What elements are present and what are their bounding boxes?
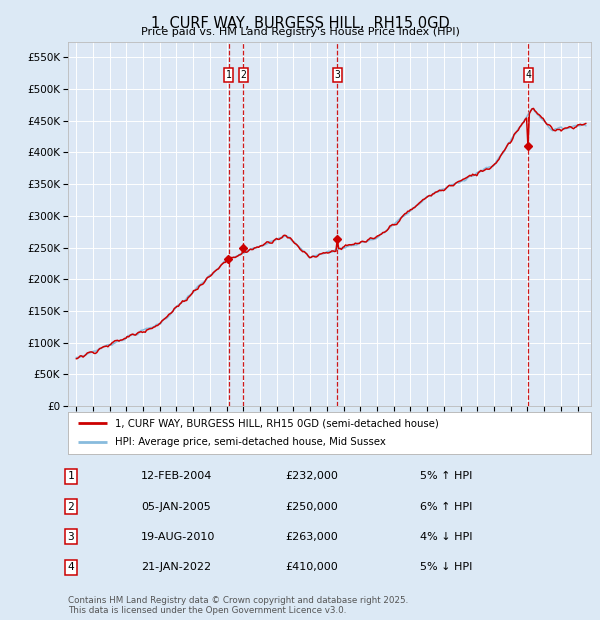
Text: 19-AUG-2010: 19-AUG-2010 <box>141 532 215 542</box>
Text: £410,000: £410,000 <box>286 562 338 572</box>
Text: 3: 3 <box>67 532 74 542</box>
Text: 1, CURF WAY, BURGESS HILL, RH15 0GD (semi-detached house): 1, CURF WAY, BURGESS HILL, RH15 0GD (sem… <box>115 418 439 428</box>
Text: 05-JAN-2005: 05-JAN-2005 <box>141 502 211 512</box>
Text: 1: 1 <box>67 471 74 481</box>
Text: 2: 2 <box>241 70 247 80</box>
Text: 12-FEB-2004: 12-FEB-2004 <box>141 471 212 481</box>
Text: 4: 4 <box>67 562 74 572</box>
Text: 5% ↓ HPI: 5% ↓ HPI <box>420 562 472 572</box>
Text: £232,000: £232,000 <box>286 471 338 481</box>
Text: Price paid vs. HM Land Registry's House Price Index (HPI): Price paid vs. HM Land Registry's House … <box>140 27 460 37</box>
Text: 2: 2 <box>67 502 74 512</box>
Text: 21-JAN-2022: 21-JAN-2022 <box>141 562 211 572</box>
Text: 1: 1 <box>226 70 232 80</box>
Text: £263,000: £263,000 <box>286 532 338 542</box>
Text: HPI: Average price, semi-detached house, Mid Sussex: HPI: Average price, semi-detached house,… <box>115 437 386 447</box>
Text: £250,000: £250,000 <box>286 502 338 512</box>
Text: Contains HM Land Registry data © Crown copyright and database right 2025.
This d: Contains HM Land Registry data © Crown c… <box>68 596 408 615</box>
Text: 3: 3 <box>334 70 340 80</box>
Text: 1, CURF WAY, BURGESS HILL,  RH15 0GD: 1, CURF WAY, BURGESS HILL, RH15 0GD <box>151 16 449 31</box>
Text: 4: 4 <box>526 70 532 80</box>
Text: 5% ↑ HPI: 5% ↑ HPI <box>420 471 472 481</box>
Text: 6% ↑ HPI: 6% ↑ HPI <box>420 502 472 512</box>
Text: 4% ↓ HPI: 4% ↓ HPI <box>420 532 473 542</box>
